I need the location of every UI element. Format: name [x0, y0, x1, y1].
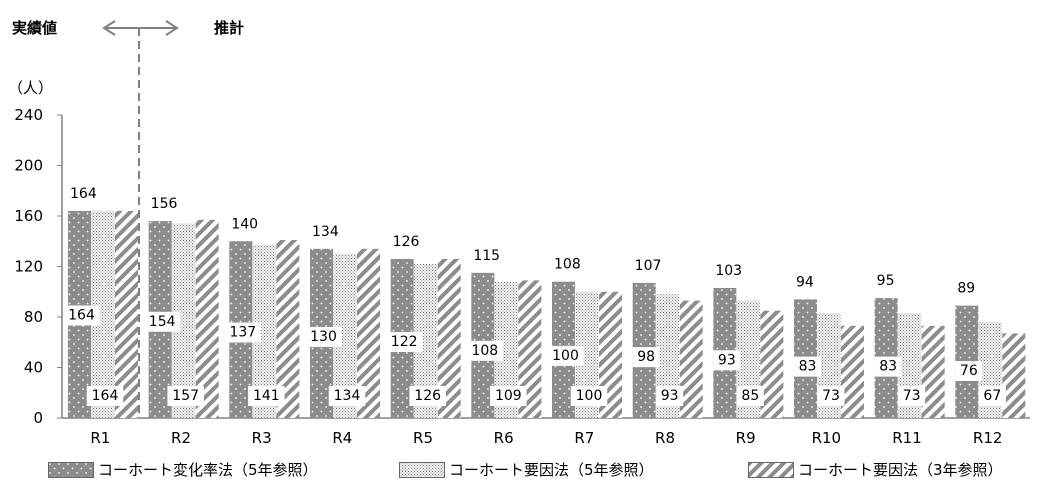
legend-swatch-0 [48, 462, 94, 478]
y-tick-label: 120 [14, 258, 43, 276]
data-label-R10-series-2: 73 [822, 388, 840, 404]
data-label-R9-series-2: 85 [741, 388, 759, 404]
data-label-R2-series-1: 154 [149, 314, 176, 330]
legend-item-2: コーホート要因法（3年参照） [748, 459, 1003, 480]
data-label-R3-series-2: 141 [253, 388, 280, 404]
legend-item-0: コーホート変化率法（5年参照） [48, 459, 318, 480]
x-tick-label-R1: R1 [90, 429, 110, 447]
data-label-R3-series-1: 137 [229, 325, 256, 341]
data-label-R4-series-1: 130 [310, 329, 337, 345]
x-tick-label-R4: R4 [332, 429, 352, 447]
legend-swatch-2 [748, 462, 794, 478]
data-label-R8-series-2: 93 [661, 388, 679, 404]
data-label-R7-series-0: 108 [554, 257, 581, 273]
data-label-R3-series-0: 140 [231, 216, 258, 232]
x-tick-label-R5: R5 [413, 429, 433, 447]
data-label-R6-series-1: 108 [471, 343, 498, 359]
y-tick-label: 200 [14, 157, 43, 175]
data-label-R5-series-2: 126 [414, 388, 441, 404]
x-tick-label-R12: R12 [973, 429, 1003, 447]
data-label-R1-series-2: 164 [92, 388, 119, 404]
x-tick-label-R6: R6 [494, 429, 514, 447]
y-tick-label: 0 [33, 409, 43, 427]
data-label-R1-series-1: 164 [68, 307, 95, 323]
legend-swatch-1 [399, 462, 445, 478]
data-label-R5-series-1: 122 [391, 334, 418, 350]
x-tick-label-R9: R9 [736, 429, 756, 447]
data-label-R7-series-2: 100 [576, 388, 603, 404]
data-label-R2-series-2: 157 [172, 388, 199, 404]
data-label-R5-series-0: 126 [393, 234, 420, 250]
data-label-R11-series-0: 95 [877, 273, 895, 289]
y-tick-label: 160 [14, 207, 43, 225]
data-label-R4-series-0: 134 [312, 224, 339, 240]
data-label-R12-series-1: 76 [960, 363, 978, 379]
x-tick-label-R10: R10 [812, 429, 842, 447]
data-label-R9-series-0: 103 [715, 263, 742, 279]
data-label-R6-series-2: 109 [495, 388, 522, 404]
data-label-R1-series-0: 164 [70, 186, 97, 202]
data-label-R6-series-0: 115 [473, 248, 500, 264]
data-label-R7-series-1: 100 [552, 348, 579, 364]
x-tick-label-R3: R3 [252, 429, 272, 447]
data-label-R11-series-1: 83 [879, 359, 897, 375]
x-tick-label-R11: R11 [892, 429, 922, 447]
y-axis-label: （人） [8, 79, 53, 97]
data-label-R12-series-2: 67 [983, 388, 1001, 404]
data-label-R12-series-0: 89 [957, 281, 975, 297]
legend-item-1: コーホート要因法（5年参照） [399, 459, 654, 480]
data-label-R8-series-0: 107 [635, 258, 662, 274]
data-label-R9-series-1: 93 [718, 352, 736, 368]
x-tick-label-R2: R2 [171, 429, 191, 447]
data-label-R11-series-2: 73 [903, 388, 921, 404]
data-label-R10-series-1: 83 [799, 359, 817, 375]
data-label-R8-series-1: 98 [637, 349, 655, 365]
data-label-R4-series-2: 134 [334, 388, 361, 404]
y-tick-label: 80 [24, 308, 43, 326]
data-label-R2-series-0: 156 [151, 196, 178, 212]
legend-label-1: コーホート要因法（5年参照） [449, 459, 654, 480]
x-tick-label-R8: R8 [655, 429, 675, 447]
legend-label-0: コーホート変化率法（5年参照） [98, 459, 318, 480]
legend-label-2: コーホート要因法（3年参照） [798, 459, 1003, 480]
x-tick-label-R7: R7 [574, 429, 594, 447]
y-tick-label: 40 [24, 359, 43, 377]
data-label-R10-series-0: 94 [796, 274, 814, 290]
y-tick-label: 240 [14, 106, 43, 124]
